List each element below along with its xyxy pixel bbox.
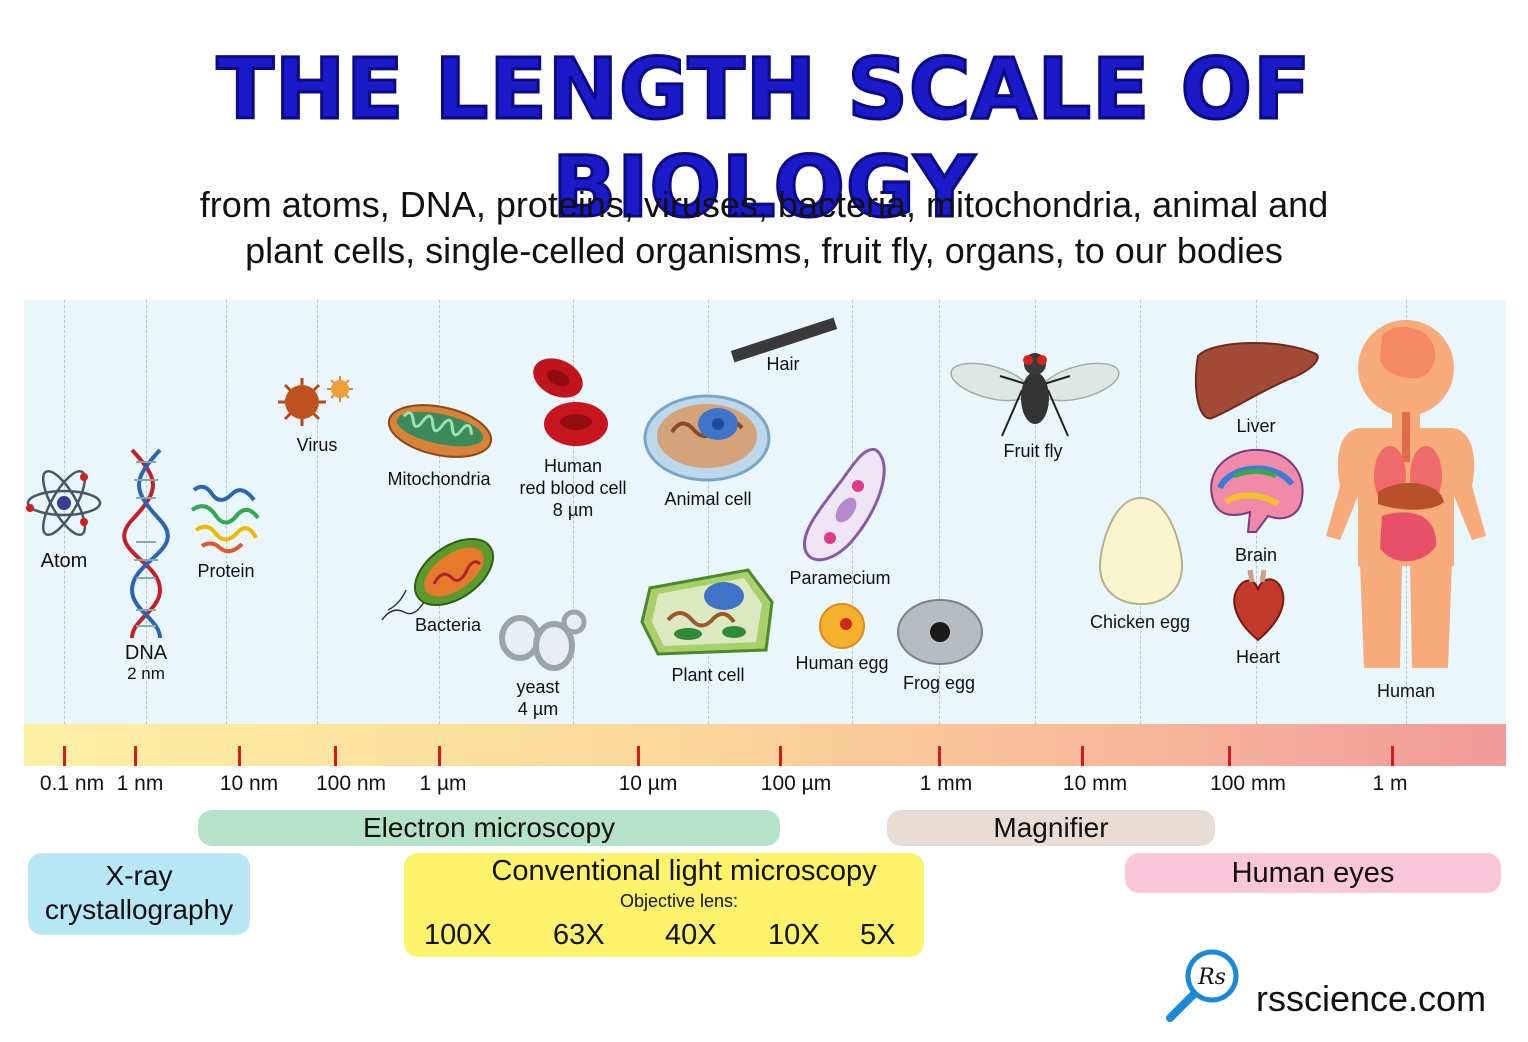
guide-line: [939, 300, 940, 724]
human-eyes-band: Human eyes: [1125, 853, 1501, 893]
guide-line: [226, 300, 227, 724]
magnifying-glass-logo-icon: Rs: [1166, 949, 1239, 1022]
scale-tick-label: 1 mm: [919, 772, 973, 795]
human-egg-label: Human egg: [795, 653, 889, 673]
scale-tick-label: 1 m: [1372, 772, 1408, 795]
atom-icon: [26, 470, 102, 536]
heart-label: Heart: [1235, 647, 1281, 667]
mitochondria-icon: [387, 404, 493, 458]
objective-lens-caption: Objective lens:: [619, 891, 739, 911]
electron-microscopy-band: Electron microscopy: [198, 810, 780, 846]
red-blood-cell-icon: [533, 358, 608, 446]
dna-label: DNA: [124, 642, 168, 664]
scale-tick: [334, 746, 337, 766]
human-label: Human: [1376, 681, 1436, 701]
scale-tick-label: 100 mm: [1210, 772, 1286, 795]
mitochondria-label: Mitochondria: [387, 469, 491, 489]
page-title: THE LENGTH SCALE OF BIOLOGY: [215, 39, 1312, 238]
subtitle-line-2: plant cells, single-celled organisms, fr…: [245, 230, 1283, 271]
xray-label-line1: X-ray: [105, 860, 173, 891]
magnifier-band: Magnifier: [887, 810, 1215, 846]
scale-tick: [1391, 746, 1394, 766]
plant-cell-icon: [640, 568, 774, 656]
guide-line: [146, 300, 147, 724]
scale-tick-label: 100 nm: [315, 772, 387, 795]
bacteria-icon: [381, 537, 495, 621]
human-egg-icon: [819, 603, 865, 649]
human-body-icon: [1326, 320, 1486, 668]
chicken-egg-label: Chicken egg: [1089, 612, 1191, 632]
length-scale-bar: [24, 724, 1506, 766]
liver-label: Liver: [1236, 416, 1276, 436]
light-microscopy-label: Conventional light microscopy: [491, 855, 877, 887]
chicken-egg-icon: [1098, 496, 1184, 606]
brain-label: Brain: [1234, 545, 1278, 565]
rbc-label-line1: Human: [543, 456, 603, 476]
bacteria-label: Bacteria: [414, 615, 482, 635]
scale-tick: [438, 746, 441, 766]
frog-egg-icon: [897, 599, 983, 665]
guide-line: [573, 300, 574, 724]
xray-label-line2: crystallography: [44, 894, 234, 925]
subtitle-line-1: from atoms, DNA, proteins, viruses, bact…: [199, 184, 1329, 225]
lens-10x: 10X: [768, 919, 820, 951]
lens-40x: 40X: [665, 919, 717, 951]
scale-tick: [637, 746, 640, 766]
scale-tick-label: 0.1 nm: [39, 772, 105, 795]
protein-label: Protein: [197, 561, 255, 581]
dna-icon: [122, 448, 170, 639]
yeast-label: yeast: [516, 677, 560, 697]
liver-icon: [1194, 342, 1319, 420]
scale-tick-label: 10 nm: [219, 772, 279, 795]
guide-line: [708, 300, 709, 724]
light-microscopy-band: Conventional light microscopy Objective …: [404, 853, 924, 957]
paramecium-icon: [803, 447, 886, 562]
fruit-fly-icon: [950, 353, 1120, 437]
protein-icon: [190, 484, 260, 554]
logo-text: Rs: [1197, 965, 1226, 990]
xray-crystallography-band: X-ray crystallography: [28, 853, 250, 935]
virus-icon: [278, 376, 353, 426]
rbc-label-line2: red blood cell: [519, 478, 627, 498]
lens-100x: 100X: [424, 919, 492, 951]
frog-egg-label: Frog egg: [902, 673, 976, 693]
animal-cell-icon: [643, 394, 771, 482]
scale-tick: [63, 746, 66, 766]
hair-label: Hair: [766, 354, 800, 374]
lens-5x: 5X: [860, 919, 896, 951]
scale-tick-label: 1 nm: [116, 772, 164, 795]
animal-cell-label: Animal cell: [664, 489, 752, 509]
scale-tick-label: 100 µm: [760, 772, 832, 795]
page-subtitle: from atoms, DNA, proteins, viruses, bact…: [0, 182, 1528, 274]
scale-tick-label: 10 mm: [1062, 772, 1128, 795]
dna-size: 2 nm: [127, 664, 165, 683]
guide-line: [439, 300, 440, 724]
paramecium-label: Paramecium: [789, 568, 891, 588]
guide-line: [317, 300, 318, 724]
scale-tick: [1081, 746, 1084, 766]
scale-tick-label: 10 µm: [618, 772, 678, 795]
hair-icon: [730, 317, 838, 363]
guide-line: [64, 300, 65, 724]
brain-icon: [1210, 448, 1304, 533]
plant-cell-label: Plant cell: [671, 665, 745, 685]
fruit-fly-label: Fruit fly: [1003, 441, 1063, 461]
scale-tick: [779, 746, 782, 766]
scale-tick: [134, 746, 137, 766]
scale-tick: [938, 746, 941, 766]
scale-tick-label: 1 µm: [419, 772, 467, 795]
lens-63x: 63X: [553, 919, 605, 951]
scale-tick: [238, 746, 241, 766]
yeast-icon: [499, 609, 587, 671]
virus-label: Virus: [296, 435, 338, 455]
site-link[interactable]: rsscience.com: [1256, 978, 1487, 1019]
scale-tick: [1228, 746, 1231, 766]
guide-line: [1035, 300, 1036, 724]
heart-icon: [1233, 569, 1285, 642]
rbc-size: 8 µm: [552, 500, 594, 520]
atom-label: Atom: [40, 550, 88, 572]
yeast-size: 4 µm: [517, 699, 559, 719]
